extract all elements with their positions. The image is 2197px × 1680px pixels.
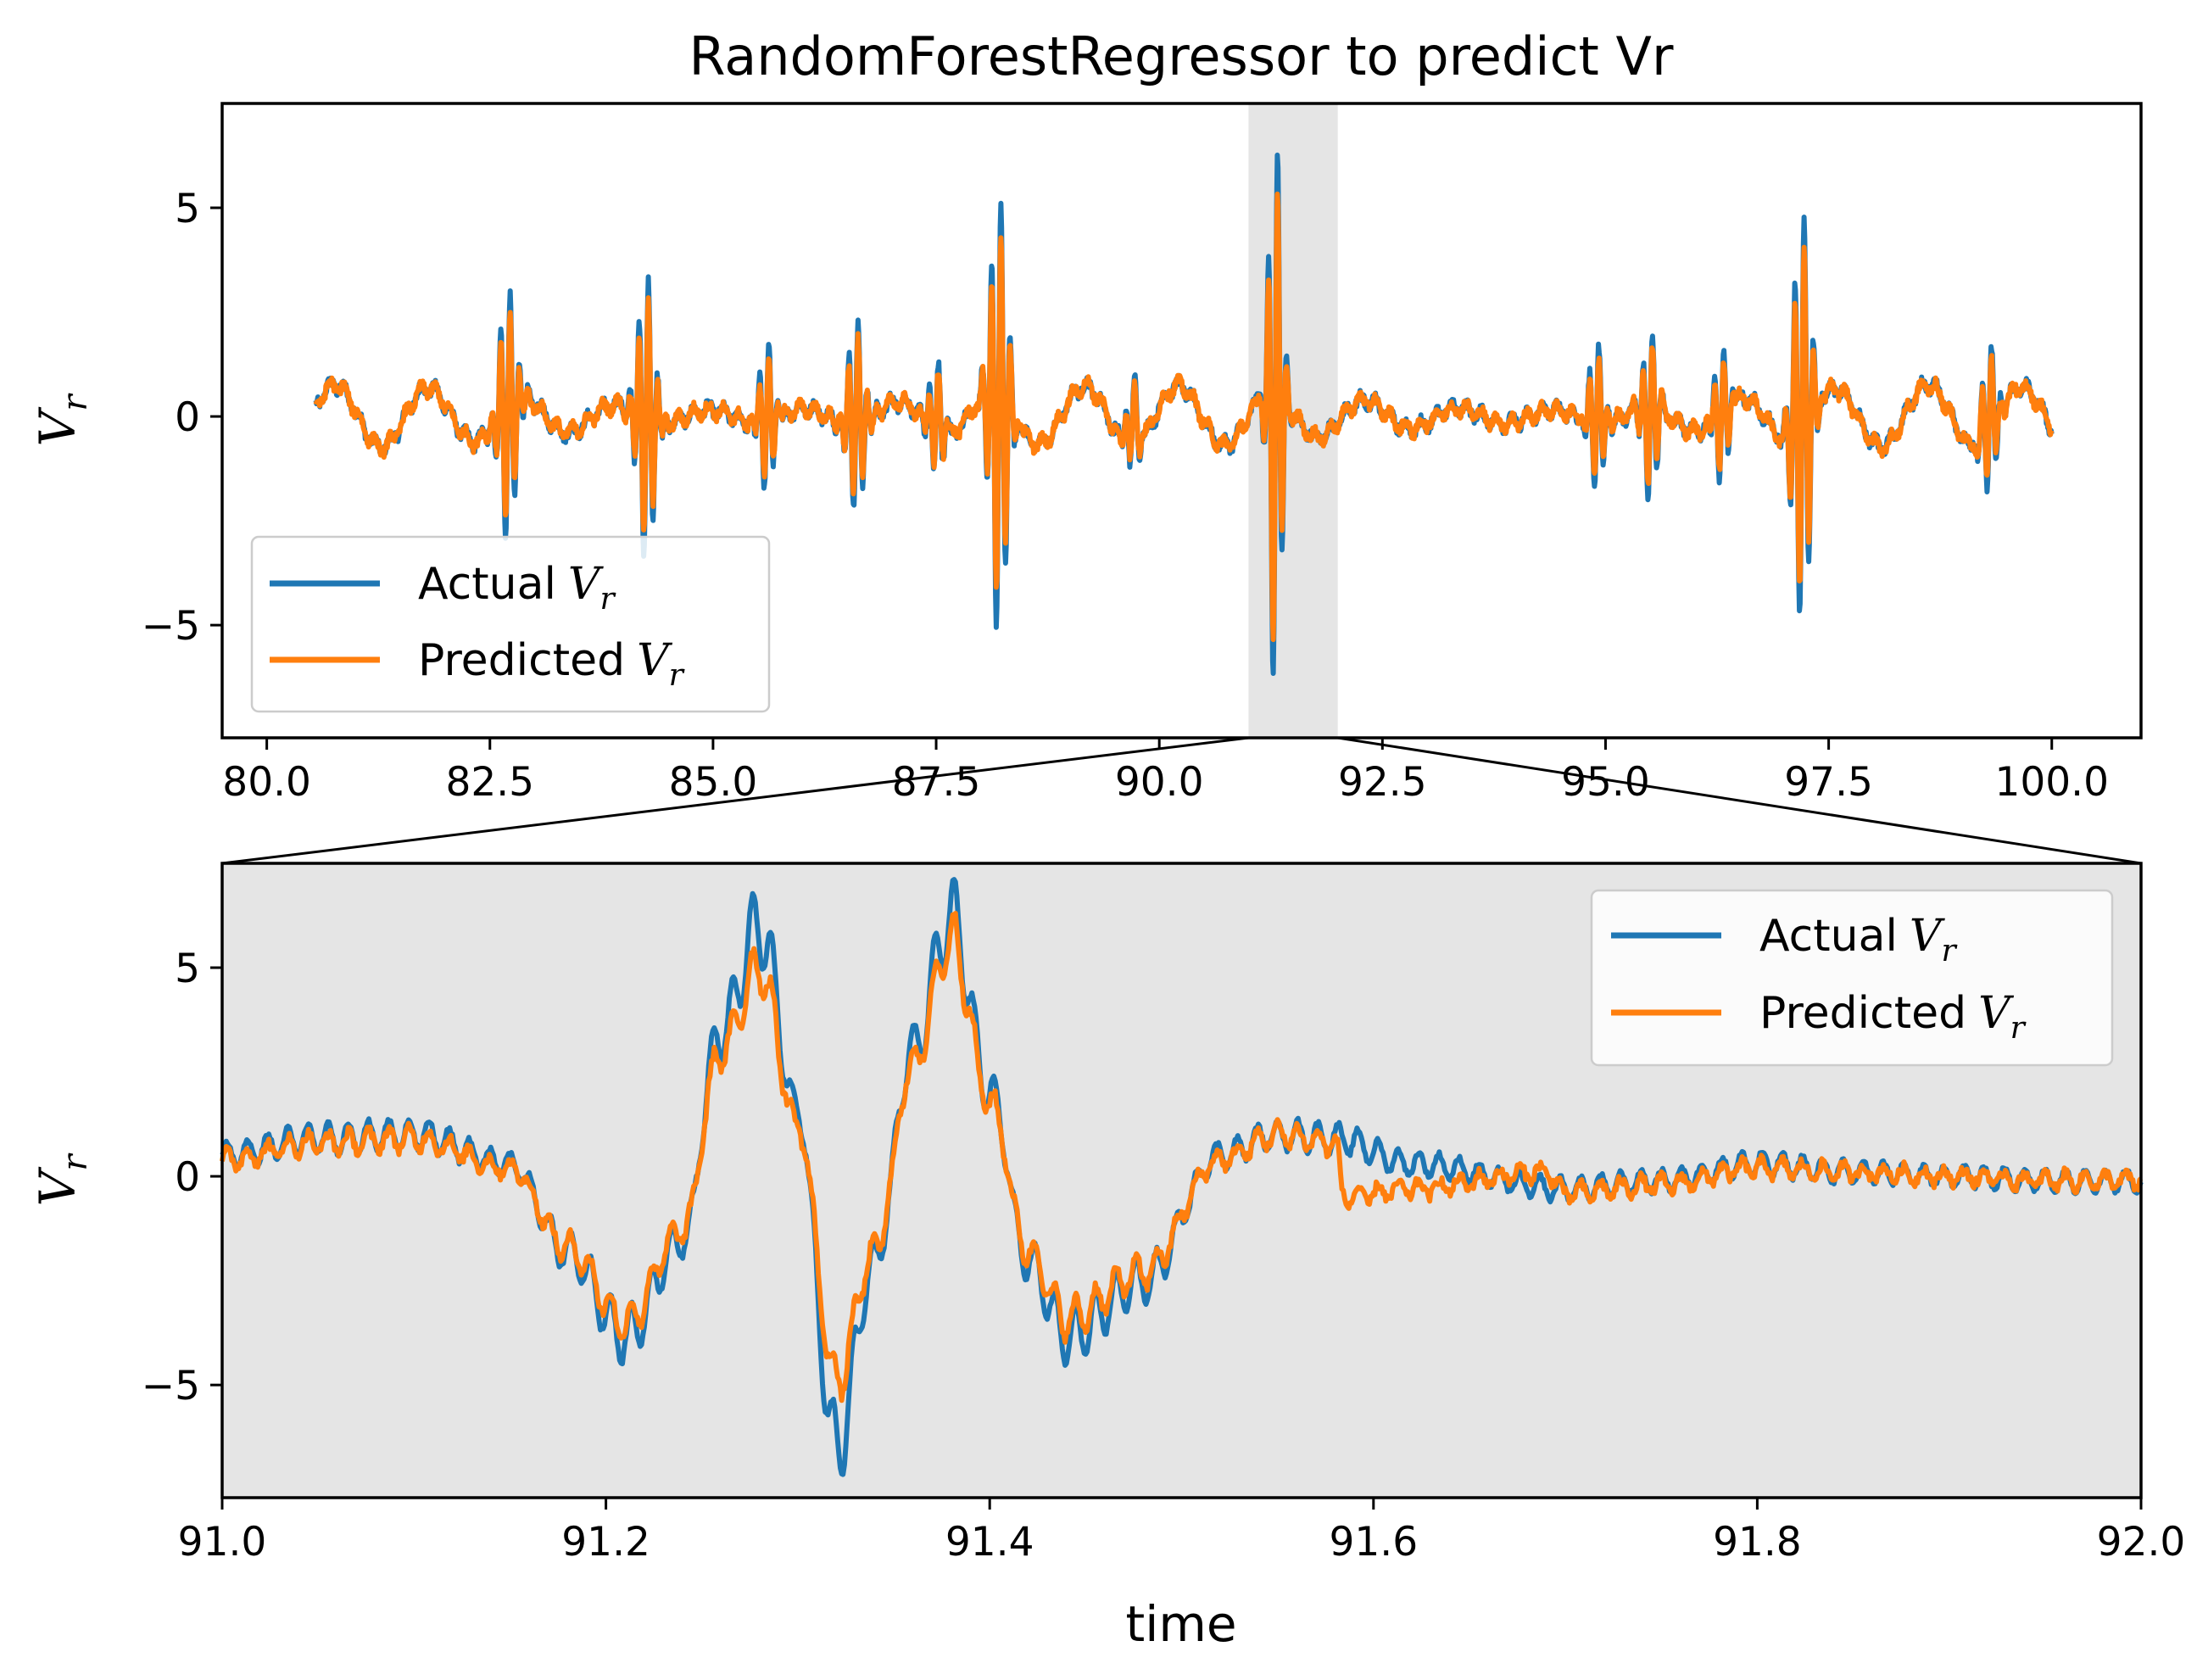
bottom-x-tick-label: 92.0 <box>2097 1519 2186 1566</box>
connector-line-left <box>221 736 1249 865</box>
bottom-series-line-predicted <box>220 911 2144 1404</box>
top-y-tick-label: 5 <box>175 186 200 232</box>
top-x-tick-label: 97.5 <box>1784 759 1873 806</box>
top-y-axis-label: Vr <box>29 393 95 447</box>
zoom-connector-lines <box>221 736 2142 865</box>
x-axis-label: time <box>1125 1595 1236 1653</box>
bottom-x-tick-label: 91.6 <box>1329 1519 1418 1566</box>
bottom-legend: Actual Vr Predicted Vr <box>1590 889 2114 1067</box>
top-legend: Actual Vr Predicted Vr <box>250 535 771 713</box>
bottom-plot-frame <box>220 862 2143 1499</box>
top-x-tick-label: 87.5 <box>892 759 981 806</box>
chart-title: RandomForestRegressor to predict Vr <box>689 25 1674 87</box>
top-x-tick-label: 100.0 <box>1994 759 2109 806</box>
legend-label-predicted: Predicted Vr <box>1759 988 2027 1046</box>
bottom-y-tick-label: 5 <box>175 946 200 992</box>
top-series-line-predicted <box>313 191 2055 643</box>
top-y-tick-label: 0 <box>175 394 200 441</box>
top-x-tick-label: 82.5 <box>445 759 534 806</box>
svg-text:Vr: Vr <box>29 393 95 447</box>
bottom-y-axis-label: Vr <box>29 1153 95 1207</box>
legend-label-predicted: Predicted Vr <box>418 635 685 693</box>
bottom-x-tick-label: 91.2 <box>561 1519 650 1566</box>
bottom-x-tick-label: 91.4 <box>945 1519 1034 1566</box>
bottom-y-tick-label: −5 <box>142 1363 200 1409</box>
svg-text:Vr: Vr <box>29 1153 95 1207</box>
top-x-tick-label: 85.0 <box>669 759 758 806</box>
connector-line-right <box>1337 736 2142 865</box>
legend-label-actual: Actual Vr <box>1759 911 1957 968</box>
top-plot-panel: 80.0 82.5 85.0 87.5 90.0 92.5 95.0 97.5 100.0 5 0… <box>29 25 2143 806</box>
bottom-x-tick-label: 91.8 <box>1713 1519 1802 1566</box>
top-x-tick-label: 95.0 <box>1561 759 1650 806</box>
bottom-plot-panel: 91.0 91.2 91.4 91.6 91.8 92.0 5 0 −5 time Vr Ac… <box>29 862 2186 1653</box>
top-plot-frame <box>220 102 2143 740</box>
top-x-tick-label: 92.5 <box>1338 759 1427 806</box>
legend-label-actual: Actual Vr <box>418 559 616 617</box>
top-y-tick-label: −5 <box>142 603 200 650</box>
bottom-x-tick-label: 91.0 <box>178 1519 267 1566</box>
bottom-y-tick-label: 0 <box>175 1154 200 1201</box>
top-x-tick-label: 80.0 <box>222 759 311 806</box>
top-x-tick-label: 90.0 <box>1115 759 1204 806</box>
